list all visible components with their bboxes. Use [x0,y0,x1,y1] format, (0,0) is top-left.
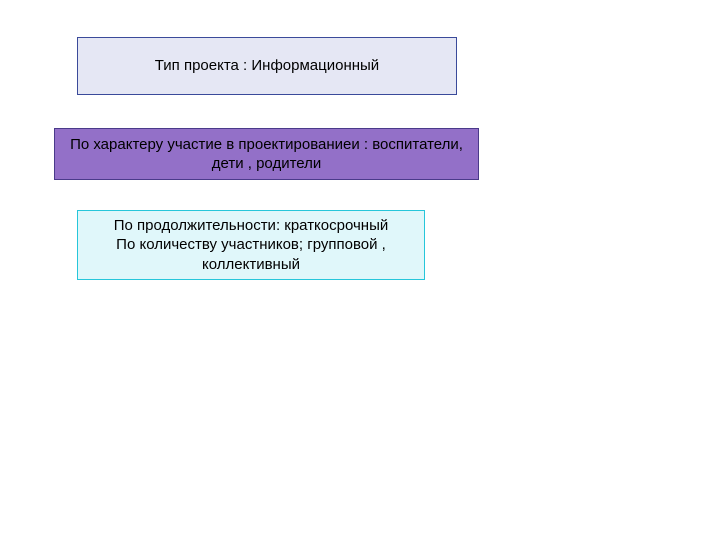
info-box-3: По продолжительности: краткосрочный По к… [77,210,425,280]
info-box-1-text: Тип проекта : Информационный [155,56,379,76]
info-box-3-text: По продолжительности: краткосрочный По к… [90,216,412,275]
info-box-2: По характеру участие в проектированиеи :… [54,128,479,180]
info-box-1: Тип проекта : Информационный [77,37,457,95]
info-box-2-text: По характеру участие в проектированиеи :… [67,135,466,174]
